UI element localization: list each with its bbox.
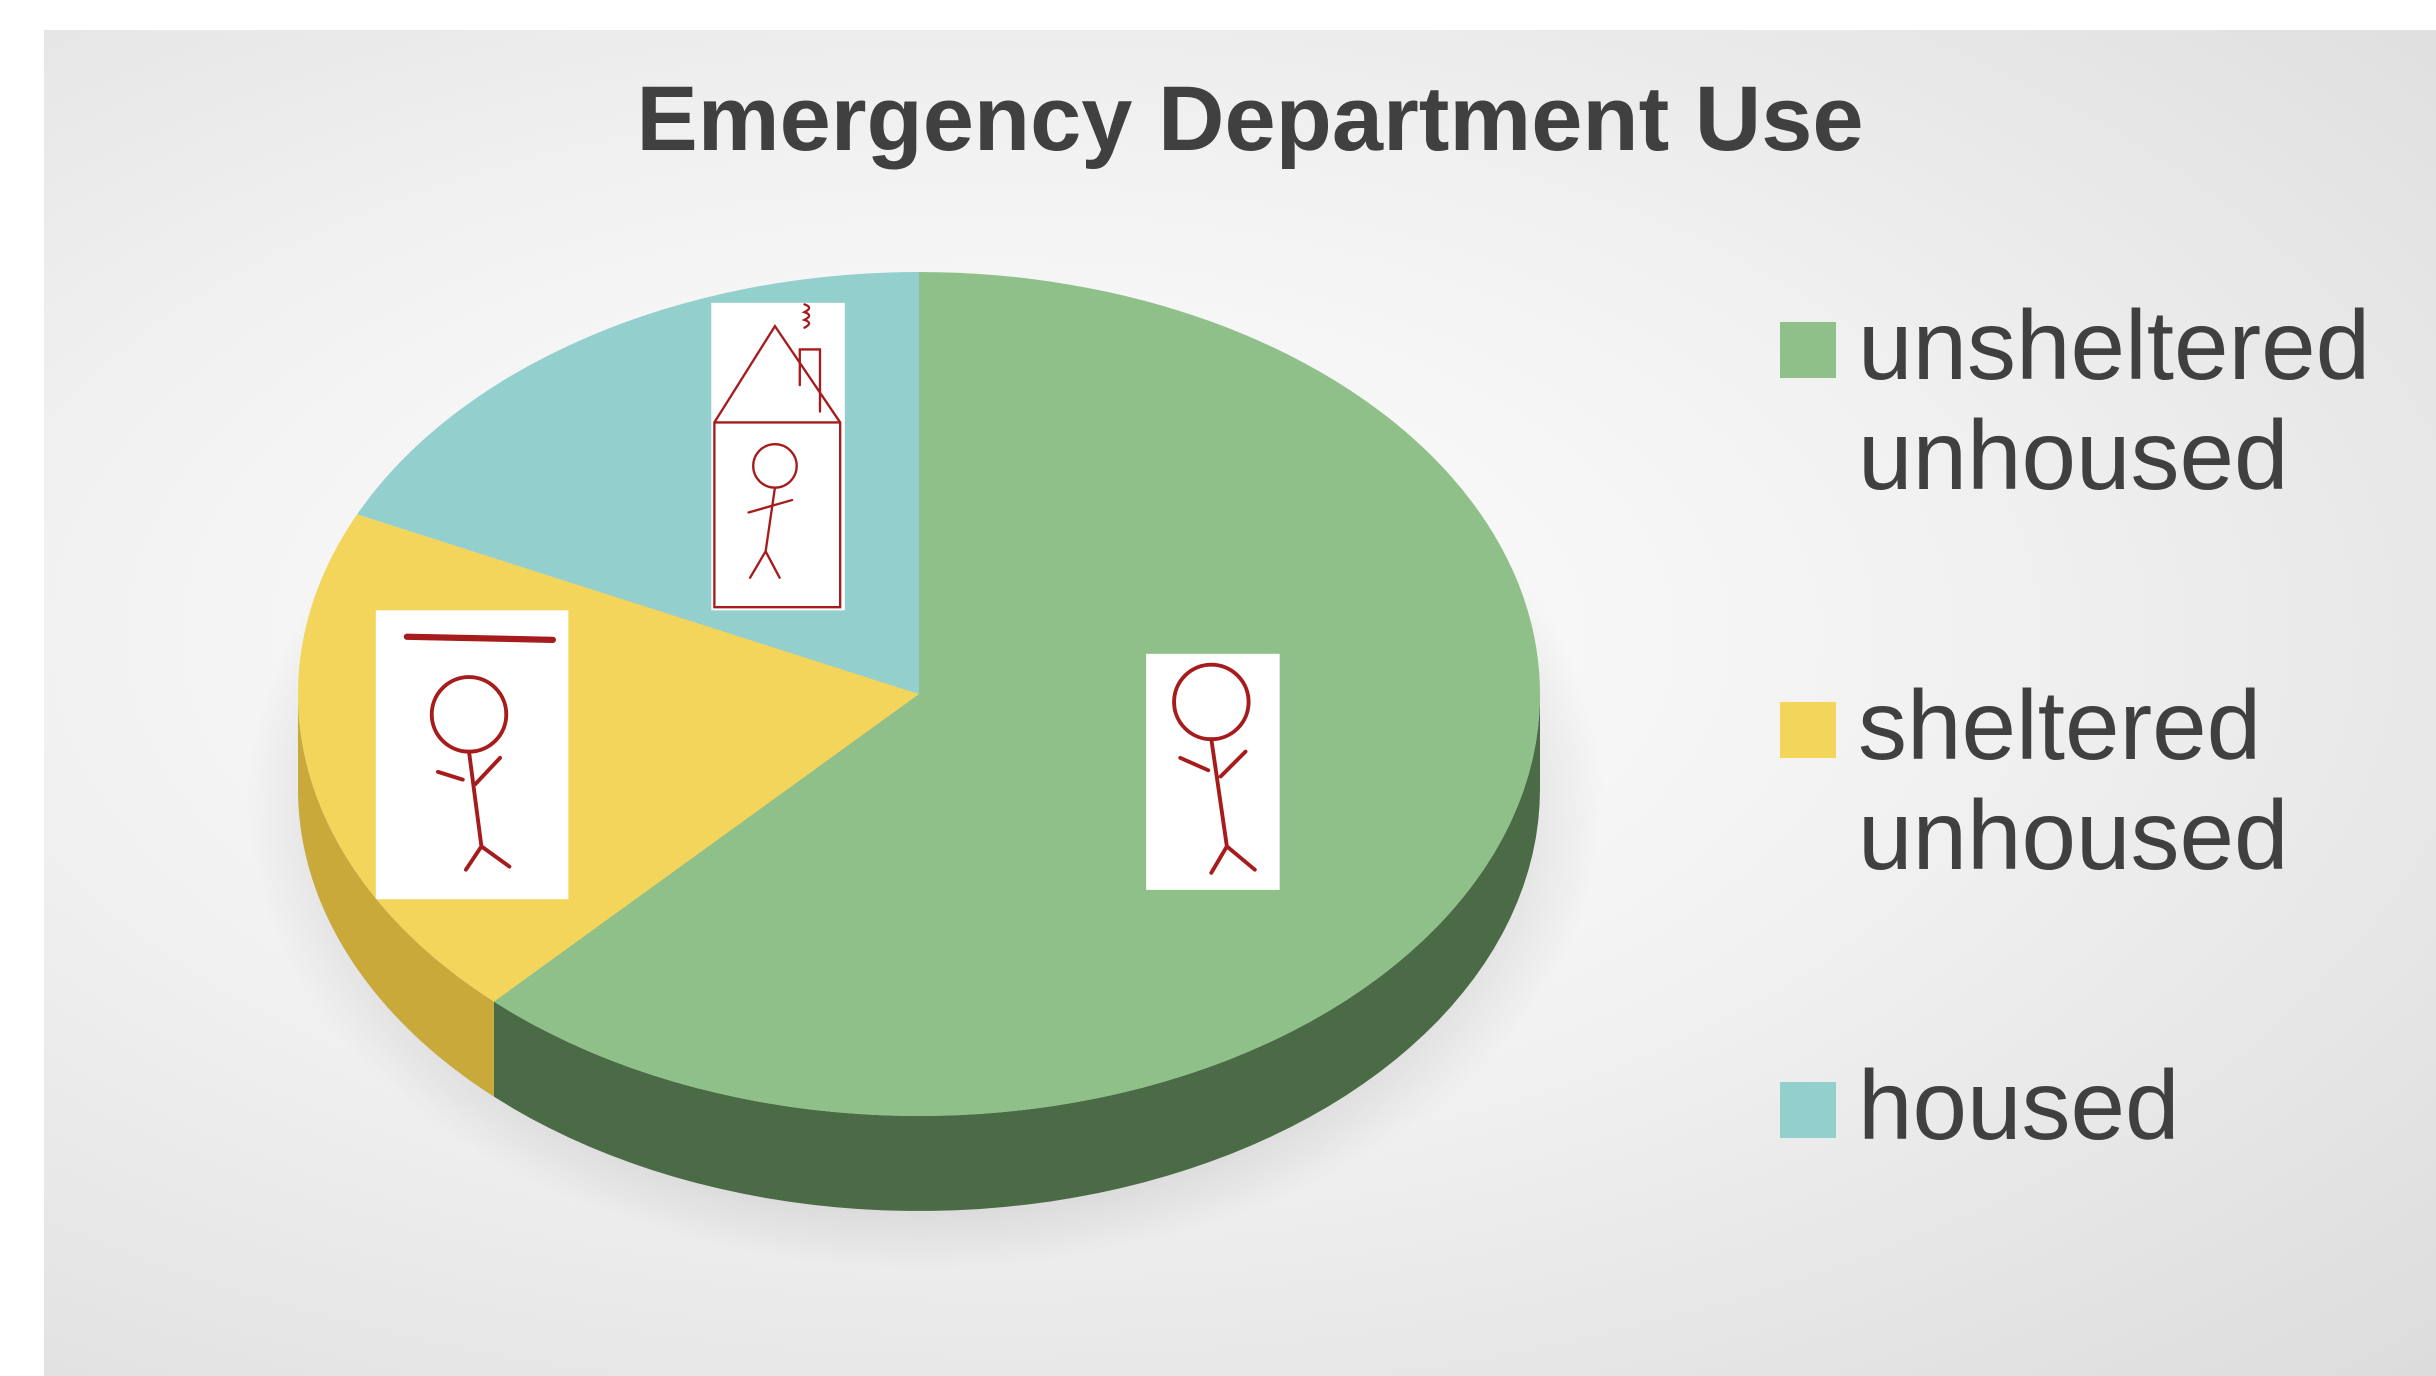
legend-swatch — [1780, 702, 1836, 758]
legend-item: unsheltered unhoused — [1780, 290, 2420, 510]
chart-title: Emergency Department Use — [636, 68, 1863, 170]
legend-item: sheltered unhoused — [1780, 670, 2420, 890]
legend-label: unsheltered unhoused — [1858, 290, 2398, 510]
legend-swatch — [1780, 322, 1836, 378]
legend-item: housed — [1780, 1050, 2420, 1160]
page: Emergency Department Use unsheltered unh… — [0, 0, 2436, 1376]
legend-label: sheltered unhoused — [1858, 670, 2398, 890]
legend-swatch — [1780, 1082, 1836, 1138]
legend-label: housed — [1858, 1050, 2398, 1160]
